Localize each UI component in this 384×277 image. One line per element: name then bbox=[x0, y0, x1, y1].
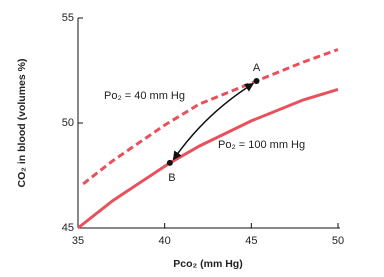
line-series bbox=[77, 87, 339, 230]
y-tick-label: 50 bbox=[62, 117, 74, 129]
series-label: Po₂ = 100 mm Hg bbox=[218, 139, 305, 151]
x-tick-label: 40 bbox=[159, 235, 171, 247]
point-label: B bbox=[168, 172, 175, 184]
x-tick-label: 35 bbox=[72, 235, 84, 247]
arrow bbox=[172, 83, 255, 161]
line-series bbox=[82, 48, 339, 186]
y-axis-label: CO₂ in blood (volumes %) bbox=[16, 59, 28, 188]
x-tick-label: 45 bbox=[245, 235, 257, 247]
y-tick-label: 55 bbox=[62, 12, 74, 24]
point bbox=[166, 159, 173, 166]
point bbox=[253, 78, 260, 84]
x-tick-label: 50 bbox=[332, 235, 344, 247]
x-axis-label: Pco₂ (mm Hg) bbox=[173, 258, 242, 270]
series-label: Po₂ = 40 mm Hg bbox=[104, 90, 185, 102]
y-tick-label: 45 bbox=[62, 222, 74, 234]
point-label: A bbox=[253, 62, 261, 74]
